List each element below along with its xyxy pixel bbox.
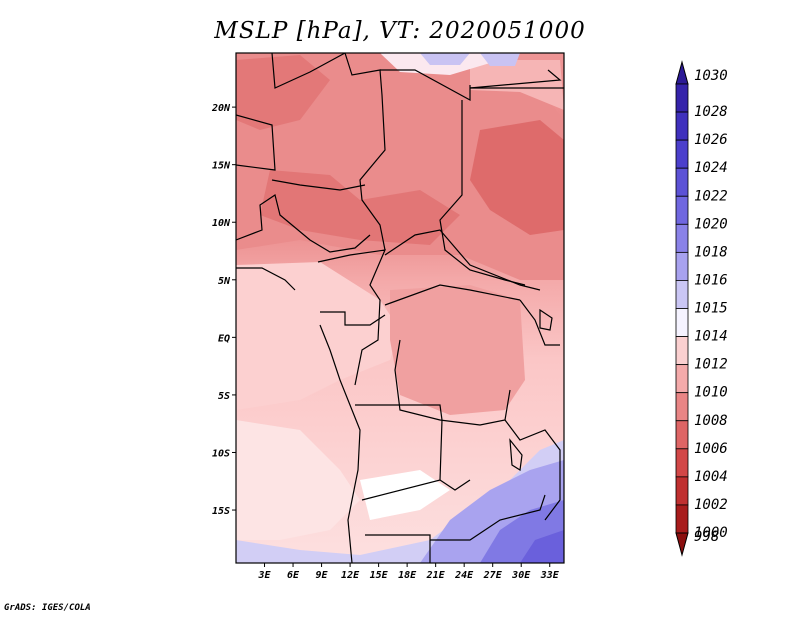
coast-red-sea — [469, 69, 562, 89]
lat-tick-label: 15S — [212, 506, 230, 517]
lat-tick-label: 15N — [212, 161, 231, 172]
namibia-ridge — [360, 470, 450, 520]
north-ridge-core-east — [480, 53, 520, 66]
lon-tick-label: 27E — [483, 570, 503, 581]
colorbar-segment — [675, 223, 689, 253]
colorbar-segment — [675, 336, 689, 366]
lat-tick-label: 5N — [218, 276, 231, 287]
border-angola-south — [361, 479, 471, 501]
colorbar-segment — [675, 280, 689, 309]
colorbar-label: 1022 — [694, 188, 728, 204]
low-cell-sudan — [470, 120, 564, 235]
lon-tick-label: 9E — [316, 570, 329, 581]
lon-tick-label: 6E — [287, 570, 300, 581]
latitude-axis: 20N 15N 10N 5N EQ 5S 10S 15S — [211, 103, 236, 517]
plot-frame — [235, 52, 565, 564]
lake-malawi — [509, 438, 523, 472]
colorbar-label: 1014 — [694, 329, 728, 345]
border-libya — [380, 69, 471, 102]
colorbar-label: 1006 — [694, 441, 728, 457]
lat-tick-label: 10N — [212, 218, 231, 229]
colorbar-segment — [675, 111, 689, 141]
lon-tick-label: 24E — [454, 570, 474, 581]
coast-east-africa — [504, 419, 561, 521]
border-chad-sudan — [439, 100, 526, 286]
colorbar-label: 1004 — [694, 469, 728, 485]
colorbar-label: 1015 — [694, 301, 728, 317]
map-title: MSLP [hPa], VT: 2020051000 — [214, 18, 586, 44]
colorbar-segment — [675, 83, 689, 113]
border-niger-chad — [344, 53, 386, 251]
lake-victoria — [539, 308, 553, 331]
low-cell-sahel — [260, 170, 460, 245]
colorbar-segment — [675, 504, 689, 534]
lat-tick-label: EQ — [218, 333, 230, 344]
colorbar-label: 1012 — [694, 357, 728, 373]
colorbar-label: 1024 — [694, 160, 728, 176]
colorbar: 1030 1028 1026 1024 1022 1020 1018 1016 1015 1014… — [675, 60, 728, 557]
longitude-axis: 3E 6E 9E 12E 15E 18E 21E 24E 27E 30E 33E — [257, 563, 560, 581]
border-cameroon-congo — [317, 249, 386, 386]
colorbar-segment — [675, 139, 689, 169]
lon-tick-label: 18E — [398, 570, 417, 581]
congo-trough — [390, 285, 525, 415]
pressure-field — [236, 53, 564, 563]
border-niger-south — [271, 179, 366, 191]
colorbar-label: 1010 — [694, 385, 728, 401]
border-car — [384, 229, 541, 291]
coast-west-africa — [236, 267, 296, 291]
colorbar-top-arrow — [675, 60, 689, 85]
colorbar-label: 1002 — [694, 497, 728, 513]
colorbar-label: 1018 — [694, 244, 728, 260]
lon-tick-label: 3E — [257, 570, 271, 581]
colorbar-label: 998 — [694, 529, 719, 545]
colorbar-segment — [675, 195, 689, 225]
border-drc-north — [384, 284, 521, 306]
border-angola-drc — [355, 404, 443, 481]
colorbar-segment — [675, 392, 689, 422]
lat-tick-label: 10S — [212, 448, 230, 459]
borders — [236, 53, 564, 563]
lat-tick-label: 5S — [218, 391, 230, 402]
gulf-of-guinea-high — [236, 262, 400, 410]
colorbar-segment — [675, 364, 689, 394]
colorbar-segment — [675, 420, 689, 450]
colorbar-bottom-arrow — [675, 532, 689, 557]
border-mali — [236, 114, 276, 171]
lon-tick-label: 15E — [370, 570, 389, 581]
colorbar-segment — [675, 308, 689, 337]
colorbar-segment — [675, 167, 689, 197]
colorbar-segment — [675, 251, 689, 281]
colorbar-label: 1020 — [694, 216, 728, 232]
border-gabon — [320, 311, 386, 326]
coast-angola — [319, 324, 361, 563]
border-namibia — [365, 534, 431, 563]
southern-high-core — [520, 530, 564, 563]
border-uganda — [519, 299, 560, 346]
colorbar-segment — [675, 476, 689, 506]
lat-tick-label: 20N — [211, 103, 231, 114]
colorbar-segment — [675, 448, 689, 478]
colorbar-label: 1000 — [694, 525, 728, 541]
lon-tick-label: 21E — [426, 570, 446, 581]
colorbar-label: 1016 — [694, 272, 728, 288]
border-algeria-tunisia — [271, 53, 346, 89]
border-zambia — [430, 494, 546, 541]
lon-tick-label: 12E — [341, 570, 360, 581]
border-nigeria — [236, 194, 371, 253]
colorbar-label: 1028 — [694, 104, 728, 120]
grads-credit: GrADS: IGES/COLA — [4, 603, 91, 613]
lon-tick-label: 33E — [540, 570, 560, 581]
angola-coast-band — [236, 420, 360, 540]
egypt-band — [470, 60, 564, 110]
north-ridge-core — [420, 53, 470, 65]
colorbar-label: 1008 — [694, 413, 728, 429]
lon-tick-label: 30E — [511, 570, 531, 581]
colorbar-label: 1030 — [694, 68, 728, 84]
colorbar-label: 1026 — [694, 132, 728, 148]
